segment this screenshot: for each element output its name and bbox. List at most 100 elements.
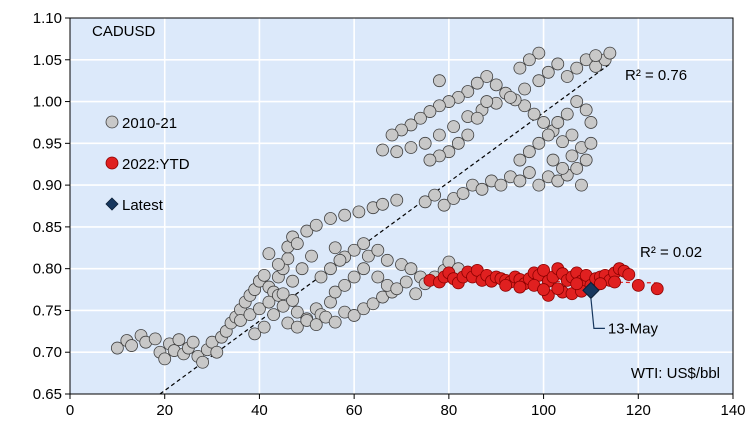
data-point-2010-21 [309,218,323,232]
data-point-2010-21 [243,308,257,322]
x-tick-label: 20 [156,402,173,419]
data-point-2010-21 [333,253,347,267]
data-point-2022-ytd [513,280,527,294]
data-point-2010-21 [290,320,304,334]
data-point-2010-21 [570,95,584,108]
legend-label-2022-ytd: 2022:YTD [122,156,190,173]
plot-area [70,18,733,394]
data-point-2010-21 [513,61,527,75]
data-point-2010-21 [158,352,172,366]
data-point-2022-ytd [650,282,664,296]
data-point-2010-21 [390,193,404,207]
legend-label-2010-21: 2010-21 [122,115,177,132]
data-point-2010-21 [418,195,432,209]
y-tick-label: 1.10 [33,10,62,27]
data-point-2010-21 [376,143,389,157]
data-point-2010-21 [186,335,200,349]
data-point-2010-21 [570,161,584,175]
series-2010-21-points [110,46,617,369]
data-point-2010-21 [234,314,247,327]
y-tick-label: 0.80 [33,261,62,278]
data-point-2010-21 [527,107,541,121]
data-point-2010-21 [328,285,342,299]
x-tick-label: 40 [251,402,268,419]
data-point-2010-21 [328,315,342,329]
data-point-2010-21 [366,297,380,311]
data-point-2010-21 [290,305,304,319]
y-tick-label: 1.05 [33,52,62,69]
legend-marker-2022-ytd [105,156,119,170]
data-point-2010-21 [125,339,138,352]
data-point-2010-21 [347,270,361,284]
data-point-2010-21 [532,178,546,192]
x-tick-label: 60 [346,402,363,419]
data-point-2010-21 [390,145,404,159]
x-tick-label: 0 [66,402,74,419]
data-point-2022-ytd [537,263,550,277]
data-point-2010-21 [575,178,588,192]
data-point-2010-21 [551,174,565,188]
data-point-2010-21 [196,355,210,369]
data-point-2010-21 [371,270,385,284]
data-point-2010-21 [380,253,394,267]
y-tick-label: 0.65 [33,386,62,403]
data-point-2010-21 [404,262,418,276]
data-point-2010-21 [518,82,532,96]
data-point-2010-21 [480,95,494,108]
data-point-2010-21 [475,182,489,196]
data-point-2022-ytd [570,277,584,291]
data-point-2010-21 [522,166,536,179]
data-point-2010-21 [248,327,262,341]
data-point-2010-21 [414,111,427,125]
data-point-2022-ytd [551,282,565,296]
data-point-2010-21 [560,107,574,121]
data-point-2010-21 [376,197,389,211]
x-tick-label: 100 [531,402,556,419]
data-point-2010-21 [522,145,536,159]
x-tick-label: 80 [441,402,458,419]
y-tick-label: 0.95 [33,135,62,152]
y-tick-label: 0.90 [33,177,62,194]
data-point-2010-21 [532,136,546,150]
data-point-2010-21 [522,53,536,67]
data-point-2010-21 [253,302,266,316]
data-point-2010-21 [470,76,484,90]
grid [70,18,733,394]
data-point-2010-21 [409,287,423,301]
x-axis-label: WTI: US$/bbl [631,365,720,382]
data-point-2010-21 [432,128,446,142]
data-point-2010-21 [286,294,299,307]
data-point-2010-21 [579,103,593,117]
data-point-2022-ytd [631,278,645,292]
data-point-2010-21 [418,136,432,150]
data-point-2010-21 [447,120,460,134]
chart-title: CADUSD [92,23,156,40]
y-tick-label: 0.75 [33,302,62,319]
data-point-2010-21 [560,70,574,83]
data-point-2010-21 [456,187,470,200]
data-point-2010-21 [432,74,446,88]
legend-marker-2010-21 [105,115,119,129]
data-point-2010-21 [262,295,276,309]
y-tick-label: 0.70 [33,344,62,361]
data-point-2010-21 [437,198,451,212]
data-point-2010-21 [513,153,527,167]
data-point-2010-21 [584,136,598,150]
data-point-2010-21 [324,212,337,225]
data-point-2010-21 [347,243,361,257]
data-point-2010-21 [309,318,323,332]
data-point-2010-21 [300,224,314,238]
data-point-2010-21 [390,282,404,296]
series-2022-ytd-points [423,262,664,302]
data-point-2010-21 [257,268,271,282]
latest-point-group [582,281,600,300]
data-point-latest [582,281,600,300]
data-point-2010-21 [546,153,560,167]
data-point-2022-ytd [537,283,550,296]
data-point-2010-21 [451,136,465,150]
data-point-2010-21 [428,188,442,202]
data-point-2010-21 [532,74,546,88]
y-tick-label: 1.00 [33,94,62,111]
x-axis-ticks: 0 20 40 60 80 100 120 140 [66,394,746,419]
